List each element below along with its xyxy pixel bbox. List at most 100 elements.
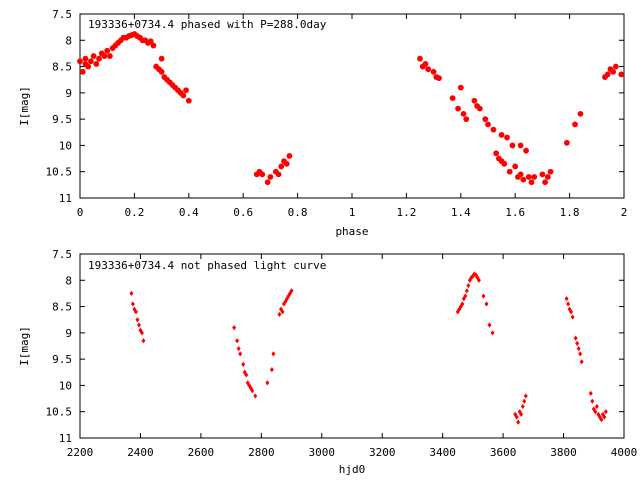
x-tick-label: 4000 xyxy=(611,446,638,459)
data-point xyxy=(523,393,528,399)
data-point xyxy=(265,380,270,386)
data-point xyxy=(572,121,578,128)
data-point xyxy=(485,121,491,128)
x-tick-label: 1.4 xyxy=(451,206,471,219)
data-point xyxy=(472,271,477,277)
plot-frame xyxy=(79,253,625,439)
data-point xyxy=(516,419,521,425)
data-point xyxy=(286,153,293,159)
data-point xyxy=(271,351,276,357)
y-tick-label: 11 xyxy=(59,432,72,445)
data-point xyxy=(275,171,282,178)
y-tick-label: 9.5 xyxy=(52,113,72,126)
data-point xyxy=(183,87,189,94)
y-tick-label: 9.5 xyxy=(52,353,72,366)
data-point xyxy=(96,55,102,62)
data-point xyxy=(133,309,138,315)
x-tick-label: 1 xyxy=(349,206,356,219)
data-point xyxy=(596,411,601,417)
x-tick-label: 2400 xyxy=(127,446,154,459)
data-point xyxy=(602,414,607,420)
phased-light-curve-panel: 193336+0734.4 phased with P=288.0day pha… xyxy=(18,8,627,238)
data-point xyxy=(436,75,442,82)
x-tick-label: 1.6 xyxy=(505,206,525,219)
data-point xyxy=(570,314,575,320)
y-axis-title: I[mag] xyxy=(18,86,31,126)
x-tick-label: 0.8 xyxy=(288,206,308,219)
data-point xyxy=(130,301,135,307)
x-tick-label: 2600 xyxy=(188,446,215,459)
x-tick-label: 2800 xyxy=(248,446,275,459)
y-tick-label: 8 xyxy=(65,274,72,287)
data-point xyxy=(520,403,525,410)
data-point xyxy=(141,338,146,344)
data-point xyxy=(180,92,187,99)
data-point xyxy=(430,68,437,75)
x-tick-label: 1.2 xyxy=(396,206,416,219)
y-axis-title: I[mag] xyxy=(18,326,31,366)
data-point xyxy=(259,171,266,178)
data-point xyxy=(475,275,480,281)
data-point xyxy=(594,403,599,410)
data-point xyxy=(136,322,141,328)
data-point xyxy=(425,66,432,73)
data-point xyxy=(235,338,240,344)
x-tick-label: 3400 xyxy=(429,446,456,459)
data-point xyxy=(517,171,524,178)
y-tick-label: 10.5 xyxy=(46,406,73,419)
data-point xyxy=(573,335,578,341)
axis-ticks: 2200 2400 2600 2800 3000 3200 3400 3600 3800 4000… xyxy=(46,248,638,459)
data-point xyxy=(463,293,468,299)
data-point xyxy=(460,301,465,307)
data-point xyxy=(610,68,617,75)
data-point xyxy=(618,71,625,78)
x-tick-label: 3000 xyxy=(309,446,336,459)
data-point xyxy=(612,63,619,70)
data-point xyxy=(460,110,467,117)
data-point xyxy=(563,139,570,146)
x-tick-label: 0 xyxy=(77,206,84,219)
data-point xyxy=(422,61,429,67)
data-point xyxy=(458,303,463,310)
data-point xyxy=(578,351,583,357)
unphased-light-curve-panel: 193336+0734.4 not phased light curve hjd… xyxy=(18,248,637,476)
x-axis-title: phase xyxy=(335,225,368,238)
data-point xyxy=(158,68,165,75)
data-point xyxy=(484,301,489,307)
x-tick-label: 3200 xyxy=(369,446,396,459)
data-point xyxy=(469,275,474,281)
data-point xyxy=(264,179,271,186)
data-point xyxy=(522,398,527,404)
data-point xyxy=(158,55,165,62)
axis-ticks: 0 0.2 0.4 0.6 0.8 1 1.2 1.4 1.6 1.8 2 7.5 8 8.5 9 9.5 10… xyxy=(46,8,628,219)
x-tick-label: 3800 xyxy=(550,446,577,459)
data-point xyxy=(90,53,97,59)
data-point xyxy=(493,150,500,157)
data-point xyxy=(531,174,538,180)
y-tick-label: 8 xyxy=(65,34,72,47)
data-point xyxy=(490,330,495,336)
data-point xyxy=(600,411,605,417)
y-tick-label: 7.5 xyxy=(52,8,72,21)
y-tick-label: 9 xyxy=(65,327,72,340)
data-point xyxy=(519,411,524,417)
data-point xyxy=(241,361,246,367)
data-point xyxy=(147,38,154,45)
data-point xyxy=(504,134,510,141)
data-point xyxy=(599,417,604,423)
data-point xyxy=(277,311,282,318)
data-point xyxy=(449,95,456,102)
data-point xyxy=(576,346,581,352)
data-point xyxy=(77,58,83,65)
plot-title: 193336+0734.4 phased with P=288.0day xyxy=(88,18,327,31)
data-points xyxy=(77,31,625,186)
data-point xyxy=(457,84,464,91)
data-point xyxy=(512,163,519,170)
plot-title: 193336+0734.4 not phased light curve xyxy=(88,259,326,272)
data-point xyxy=(517,142,524,149)
y-tick-label: 7.5 xyxy=(52,248,72,261)
data-point xyxy=(579,359,584,365)
data-point xyxy=(542,179,549,186)
data-point xyxy=(564,296,569,302)
data-point xyxy=(466,282,471,289)
